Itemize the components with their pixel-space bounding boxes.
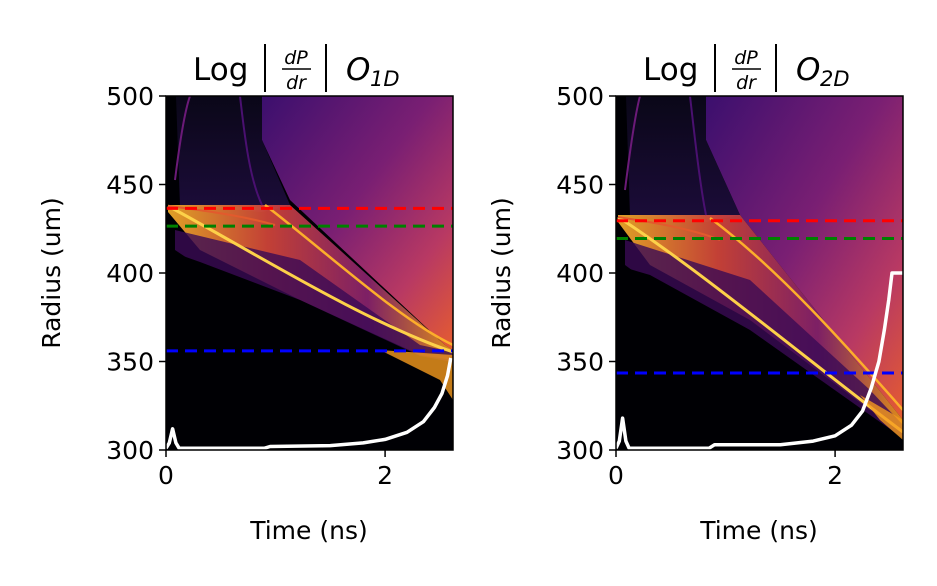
shock-line-lower [167,204,453,354]
ticks-o1d: 300 350 400 450 500 0 2 [106,82,393,490]
streak-2 [239,96,263,206]
y-tick-label: 300 [556,436,604,465]
y-tick-label: 350 [556,348,604,377]
x-tick-label: 2 [377,461,393,490]
y-tick-label: 450 [556,171,604,200]
shock-line-lower [617,215,903,434]
title-o2d: Log dP dr O 2D [643,44,850,94]
y-tick-label: 500 [106,82,154,111]
title-symbol: O [796,52,820,88]
x-tick-label: 0 [158,461,174,490]
reference-lines-o1d [166,206,453,353]
heatmap-o1d [166,96,453,450]
xlabel-o1d: Time (ns) [249,516,368,545]
ylabel-o2d: Radius (um) [487,197,516,348]
pulse-line [616,271,903,450]
heatmap-dark-column [176,96,290,212]
heatmap-dark-column [626,96,740,222]
title-prefix: Log [643,52,698,88]
title-numerator: dP [734,47,758,69]
heatmap-upper-field [706,96,903,420]
reference-lines-o2d [616,219,903,375]
x-tick-label: 0 [608,461,624,490]
heatmap-upper-field [262,96,453,350]
heatmap-hot-corner [860,395,903,440]
y-tick-label: 300 [106,436,154,465]
title-symbol: O [346,52,370,88]
y-tick-label: 400 [556,259,604,288]
y-tick-label: 350 [106,348,154,377]
xlabel-o2d: Time (ns) [699,516,818,545]
title-prefix: Log [193,52,248,88]
ticks-o2d: 300 350 400 450 500 0 2 [556,82,843,490]
title-o1d: Log dP dr O 1D [193,44,400,94]
streak-2 [689,96,707,216]
heatmap-hot-corner [380,350,453,400]
streak-1 [624,96,641,191]
y-tick-label: 450 [106,171,154,200]
ylabel-o1d: Radius (um) [37,197,66,348]
y-tick-label: 500 [556,82,604,111]
streak-1 [174,96,191,181]
shock-line-upper [264,204,453,347]
shock-line-early [167,205,276,226]
title-numerator: dP [284,47,308,69]
pulse-curve-o2d [616,271,903,450]
pulse-curve-o1d [166,357,453,450]
title-denominator: dr [286,72,307,94]
pulse-line [166,357,453,450]
title-denominator: dr [736,72,757,94]
heatmap-compressed-core [616,265,903,450]
x-tick-label: 2 [827,461,843,490]
y-tick-label: 400 [106,259,154,288]
title-subscript: 2D [820,67,850,91]
heatmap-inner-band [175,230,453,365]
title-subscript: 1D [370,67,400,91]
shock-line-early [617,216,721,241]
heatmap-o2d [616,96,903,450]
